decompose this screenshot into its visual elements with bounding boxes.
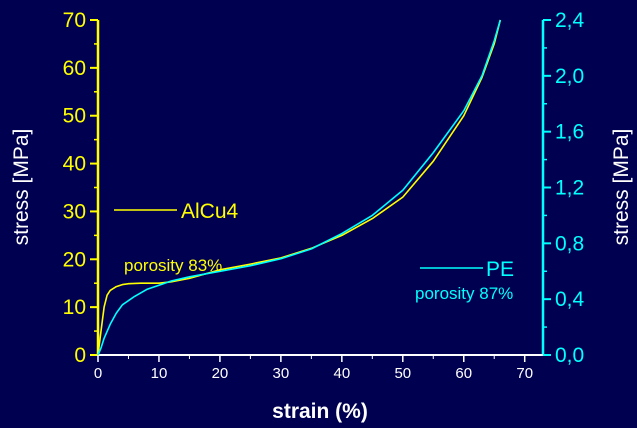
y-left-tick-label: 30 — [63, 200, 86, 223]
y-right-axis-label: stress [MPa] — [610, 129, 633, 246]
y-left-tick-label: 20 — [63, 248, 86, 271]
axes — [90, 19, 551, 362]
y-right-tick-label: 2,4 — [555, 9, 585, 32]
y-right-tick-label: 0,8 — [555, 232, 584, 255]
x-tick-label: 60 — [455, 365, 472, 382]
y-left-tick-label: 50 — [63, 105, 86, 128]
x-tick-label: 40 — [333, 365, 350, 382]
y-right-tick-label: 1,6 — [555, 121, 584, 144]
y-right-tick-label: 0,4 — [555, 288, 585, 311]
x-tick-label: 20 — [212, 365, 229, 382]
annotation-pe: porosity 87% — [415, 284, 513, 303]
x-axis-label: strain (%) — [272, 400, 368, 423]
y-right-tick-label: 2,0 — [555, 65, 584, 88]
y-left-axis-label: stress [MPa] — [10, 129, 33, 246]
x-tick-label: 0 — [94, 365, 102, 382]
x-tick-label: 30 — [273, 365, 290, 382]
y-right-tick-label: 1,2 — [555, 177, 584, 200]
legend-alcu4: AlCu4 porosity 83% — [114, 200, 239, 275]
series-line-pe — [97, 19, 502, 356]
x-tick-label: 70 — [516, 365, 533, 382]
y-left-tick-label: 0 — [74, 344, 86, 367]
y-left-tick-label: 10 — [63, 296, 86, 319]
legend-label-pe: PE — [486, 258, 514, 281]
y-left-tick-label: 40 — [63, 153, 86, 176]
x-tick-label: 10 — [151, 365, 168, 382]
tick-labels: 0 10 20 30 40 50 60 70 0,0 0,4 0,8 1,2 1,6 2,0 2,4 0 10 2… — [63, 9, 585, 382]
legend-label-alcu4: AlCu4 — [181, 200, 239, 223]
y-right-tick-label: 0,0 — [555, 344, 584, 367]
x-tick-label: 50 — [394, 365, 411, 382]
legend-pe: PE porosity 87% — [415, 258, 514, 303]
annotation-alcu4: porosity 83% — [124, 256, 222, 275]
y-left-tick-label: 60 — [63, 57, 86, 80]
series-lines — [97, 19, 502, 356]
y-left-tick-label: 70 — [63, 9, 86, 32]
series-line-alcu4 — [97, 19, 502, 356]
